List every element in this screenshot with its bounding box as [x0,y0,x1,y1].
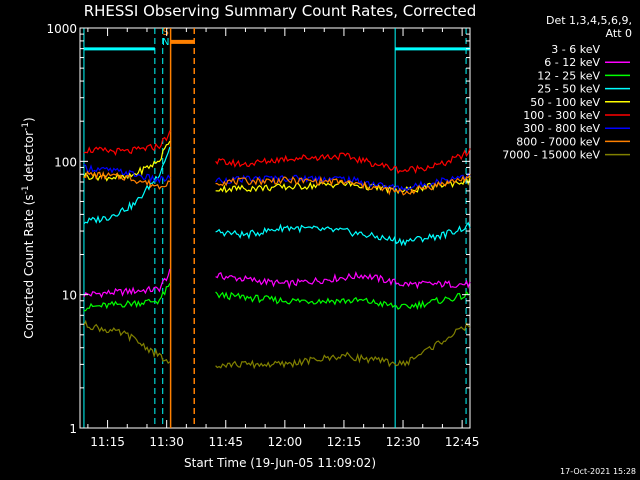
timestamp: 17-Oct-2021 15:28 [560,467,636,476]
series-line [83,283,171,312]
y-axis-label-end: ) [22,117,36,122]
y-axis-label-mid: detector [22,131,36,186]
legend-label: 12 - 25 keV [537,69,600,82]
series-line [83,170,171,190]
legend-label: 6 - 12 keV [544,56,600,69]
series-layer [83,130,471,370]
series-line [215,322,471,370]
legend-label: 25 - 50 keV [537,83,600,96]
night-label: N [162,37,169,48]
x-tick-label: 11:45 [208,435,243,449]
x-tick-label: 12:30 [386,435,421,449]
legend-label: 7000 - 15000 keV [502,149,600,162]
y-tick-label: 1 [69,422,77,436]
legend-label: 300 - 800 keV [523,122,600,135]
series-line [83,163,171,184]
y-tick-label: 10 [62,289,77,303]
legend-label: 100 - 300 keV [523,109,600,122]
series-line [83,146,171,225]
series-line [83,268,171,299]
x-tick-label: 11:15 [90,435,125,449]
series-line [83,130,171,157]
x-tick-label: 12:45 [445,435,480,449]
series-line [215,148,471,175]
saa-label: S [163,27,169,38]
legend-header-line1: Det 1,3,4,5,6,9, [546,14,632,27]
plot-frame [79,27,471,429]
annotations: SN [83,27,470,428]
axis-ticks: 11:15 11:30 11:45 12:00 12:15 12:30 12:45 1 10 10… [46,22,479,449]
legend-label: 3 - 6 keV [551,43,600,56]
x-tick-label: 12:00 [268,435,303,449]
y-tick-label: 100 [54,155,77,169]
series-line [215,290,471,311]
series-line [83,140,171,182]
y-tick-label: 1000 [46,22,77,36]
x-tick-label: 12:15 [327,435,362,449]
y-axis-label-main: Corrected Count Rate (s [22,194,36,338]
series-line [215,271,471,290]
series-line [215,221,471,247]
x-axis-label: Start Time (19-Jun-05 11:09:02) [184,456,376,470]
y-axis-label-exp1: -1 [21,185,31,194]
legend-header-line2: Att 0 [606,27,632,40]
legend-label: 800 - 7000 keV [516,135,600,148]
y-axis-label: Corrected Count Rate (s-1 detector-1) [21,117,36,338]
series-line [215,173,471,196]
x-tick-label: 11:30 [149,435,184,449]
legend-label: 50 - 100 keV [530,96,600,109]
chart-title: RHESSI Observing Summary Count Rates, Co… [84,2,477,20]
series-line [83,319,171,365]
y-axis-label-exp2: -1 [21,122,31,131]
plot-border [79,27,471,429]
